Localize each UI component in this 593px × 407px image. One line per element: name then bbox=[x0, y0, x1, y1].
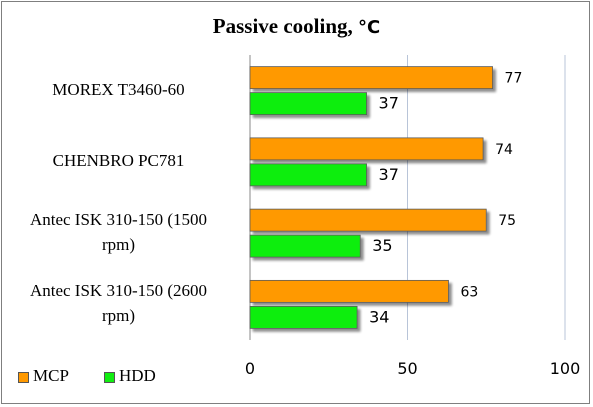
bar-mcp-3 bbox=[249, 279, 449, 303]
value-label-hdd-3: 34 bbox=[369, 307, 389, 326]
value-label-mcp-2: 75 bbox=[498, 213, 516, 229]
x-tick-label: 0 bbox=[245, 359, 255, 378]
legend-label-mcp: MCP bbox=[33, 366, 69, 385]
category-label-3: Antec ISK 310-150 (2600 rpm) bbox=[29, 281, 208, 326]
bar-mcp-2 bbox=[249, 208, 487, 232]
value-label-mcp-1: 74 bbox=[495, 142, 513, 158]
bar-hdd-3 bbox=[249, 305, 358, 329]
bar-hdd-2 bbox=[249, 234, 361, 258]
legend-swatch-hdd bbox=[104, 371, 115, 383]
bar-hdd-0 bbox=[249, 92, 367, 116]
value-label-hdd-0: 37 bbox=[379, 94, 399, 113]
chart-title: Passive cooling, °C bbox=[0, 14, 593, 39]
value-label-mcp-3: 63 bbox=[460, 284, 478, 300]
legend-item-hdd: HDD bbox=[104, 366, 156, 386]
legend-item-mcp: MCP bbox=[18, 366, 69, 386]
category-label-0: MOREX T3460-60 bbox=[52, 80, 185, 100]
legend-label-hdd: HDD bbox=[119, 366, 156, 385]
category-label-2: Antec ISK 310-150 (1500 rpm) bbox=[29, 210, 208, 255]
chart-title-unit: °C bbox=[358, 17, 381, 38]
bar-hdd-1 bbox=[249, 163, 367, 187]
x-tick-label: 50 bbox=[397, 359, 417, 378]
x-tick-label: 100 bbox=[550, 359, 581, 378]
category-label-1: CHENBRO PC781 bbox=[52, 151, 185, 171]
value-label-hdd-1: 37 bbox=[379, 165, 399, 184]
chart-title-text: Passive cooling, bbox=[212, 14, 353, 38]
value-label-mcp-0: 77 bbox=[505, 71, 523, 87]
bar-mcp-1 bbox=[249, 137, 484, 161]
bar-mcp-0 bbox=[249, 66, 493, 90]
legend-swatch-mcp bbox=[18, 371, 29, 383]
value-label-hdd-2: 35 bbox=[372, 236, 392, 255]
